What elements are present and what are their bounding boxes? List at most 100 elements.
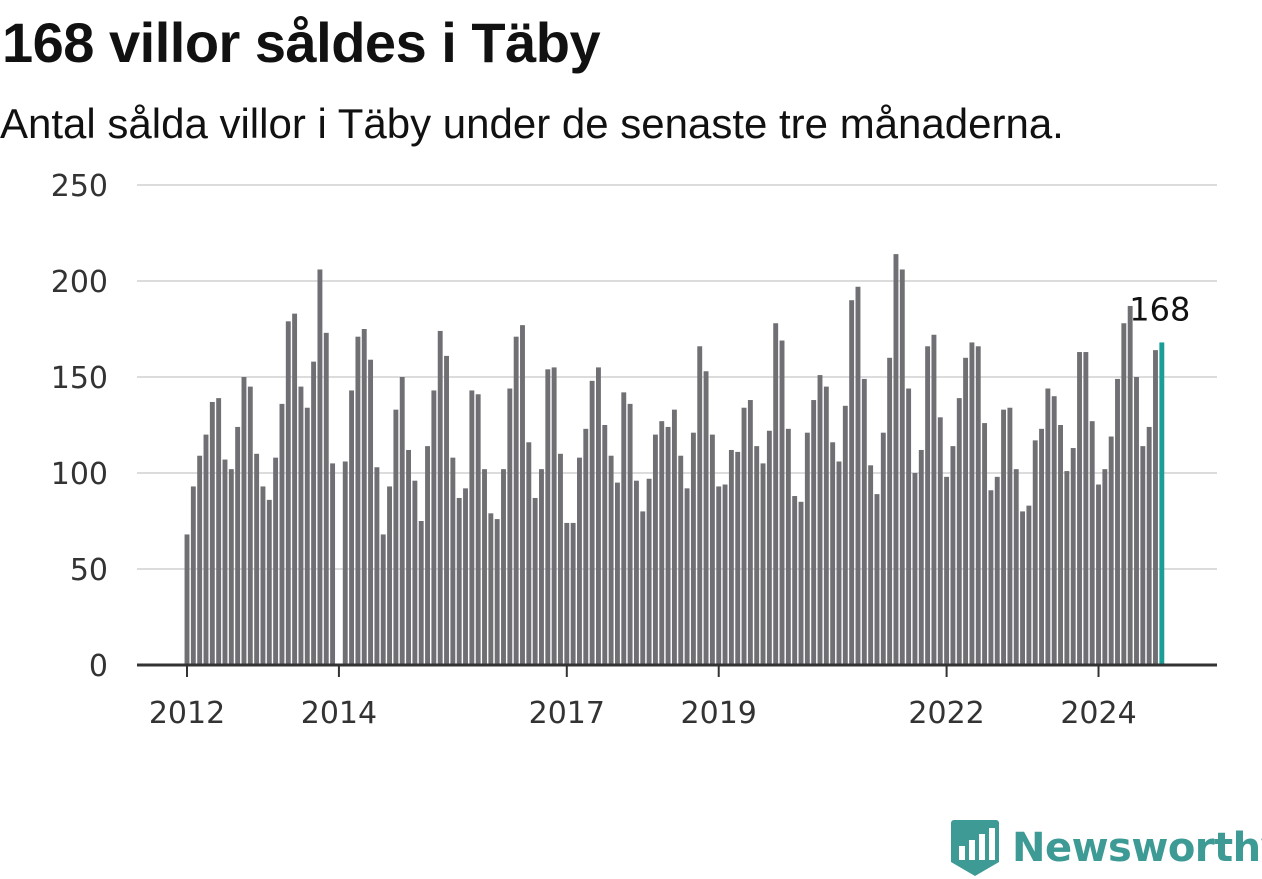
bar: [1051, 396, 1057, 665]
bar: [956, 398, 962, 665]
bar: [349, 390, 355, 665]
bar: [1058, 425, 1063, 665]
bar: [292, 313, 298, 665]
y-tick-label: 100: [51, 457, 108, 492]
bar: [817, 375, 823, 665]
bar: [513, 336, 519, 665]
bar: [330, 463, 336, 665]
bar: [589, 380, 595, 665]
bar: [874, 494, 880, 665]
bar: [374, 467, 380, 665]
bar-highlight: [1159, 342, 1165, 665]
bar: [323, 332, 329, 665]
bar: [209, 401, 215, 665]
bar: [861, 378, 867, 665]
bar: [994, 476, 1000, 665]
chart-subtitle: Antal sålda villor i Täby under de senas…: [0, 100, 1064, 147]
bar: [1001, 409, 1007, 665]
bar: [475, 394, 481, 665]
bar: [988, 490, 994, 665]
bar: [387, 486, 393, 665]
bar: [887, 357, 893, 665]
bar: [1032, 440, 1038, 665]
bar: [279, 403, 285, 665]
bar: [792, 496, 798, 665]
bar: [596, 367, 601, 665]
bar: [906, 388, 912, 665]
x-tick-label: 2019: [681, 696, 757, 731]
bar: [1070, 448, 1076, 665]
x-tick-label: 2022: [908, 696, 984, 731]
bar: [1102, 469, 1108, 665]
bar: [602, 425, 608, 665]
y-tick-label: 250: [51, 169, 108, 204]
bar: [937, 417, 943, 665]
bar: [425, 446, 430, 665]
bar: [406, 449, 411, 665]
bar: [577, 457, 582, 665]
bar: [520, 325, 525, 665]
bar: [779, 340, 785, 665]
newsworthy-logo: Newsworthy: [950, 818, 1262, 878]
bar: [982, 423, 988, 665]
bar: [273, 457, 279, 665]
bar: [899, 269, 905, 665]
bar: [190, 486, 196, 665]
bar: [741, 407, 747, 665]
bar: [342, 461, 348, 665]
bar: [811, 400, 817, 665]
bar: [216, 398, 222, 665]
bar: [545, 369, 551, 665]
bar: [944, 476, 950, 665]
bar: [412, 480, 418, 665]
bar: [488, 513, 494, 665]
bar-chart: 0 50 100 150 200 250 2012 2014 2017 2019 2022 2024…: [51, 169, 1217, 731]
bar: [241, 377, 247, 665]
bar: [501, 469, 506, 665]
bar: [975, 346, 981, 665]
bar: [1121, 323, 1127, 665]
bar: [247, 386, 253, 665]
bar: [222, 459, 228, 665]
y-tick-label: 200: [51, 265, 108, 300]
bar: [880, 432, 886, 665]
bar: [893, 254, 899, 665]
bar: [728, 449, 734, 665]
x-axis-ticks: 2012 2014 2017 2019 2022 2024: [149, 665, 1137, 731]
newsworthy-logo-icon: [951, 820, 999, 876]
bar: [1089, 421, 1095, 665]
bar: [1134, 377, 1139, 665]
bar: [311, 361, 317, 665]
bar: [266, 499, 272, 665]
bar: [766, 430, 772, 665]
bar: [399, 377, 405, 665]
bar: [437, 330, 443, 665]
bar: [469, 390, 475, 665]
bar: [444, 355, 449, 665]
bar: [646, 478, 652, 665]
bar: [842, 405, 848, 665]
bar: [361, 329, 367, 665]
x-tick-label: 2012: [149, 696, 225, 731]
last-value-label: 168: [1129, 290, 1190, 328]
bar: [285, 321, 291, 665]
bar: [969, 342, 975, 665]
bar: [1140, 446, 1146, 665]
bar: [836, 461, 842, 665]
bar: [1045, 388, 1051, 665]
bar: [260, 486, 266, 665]
bar: [431, 390, 437, 665]
bar: [963, 357, 969, 665]
bar: [507, 388, 513, 665]
bar: [659, 421, 665, 665]
bars: [184, 254, 1165, 665]
bar: [203, 434, 209, 665]
bar: [1013, 469, 1019, 665]
bar: [912, 473, 918, 665]
bar: [823, 386, 829, 665]
x-tick-label: 2024: [1060, 696, 1136, 731]
bar: [855, 286, 861, 665]
bar: [665, 426, 671, 665]
bar: [931, 334, 937, 665]
bar: [450, 457, 456, 665]
